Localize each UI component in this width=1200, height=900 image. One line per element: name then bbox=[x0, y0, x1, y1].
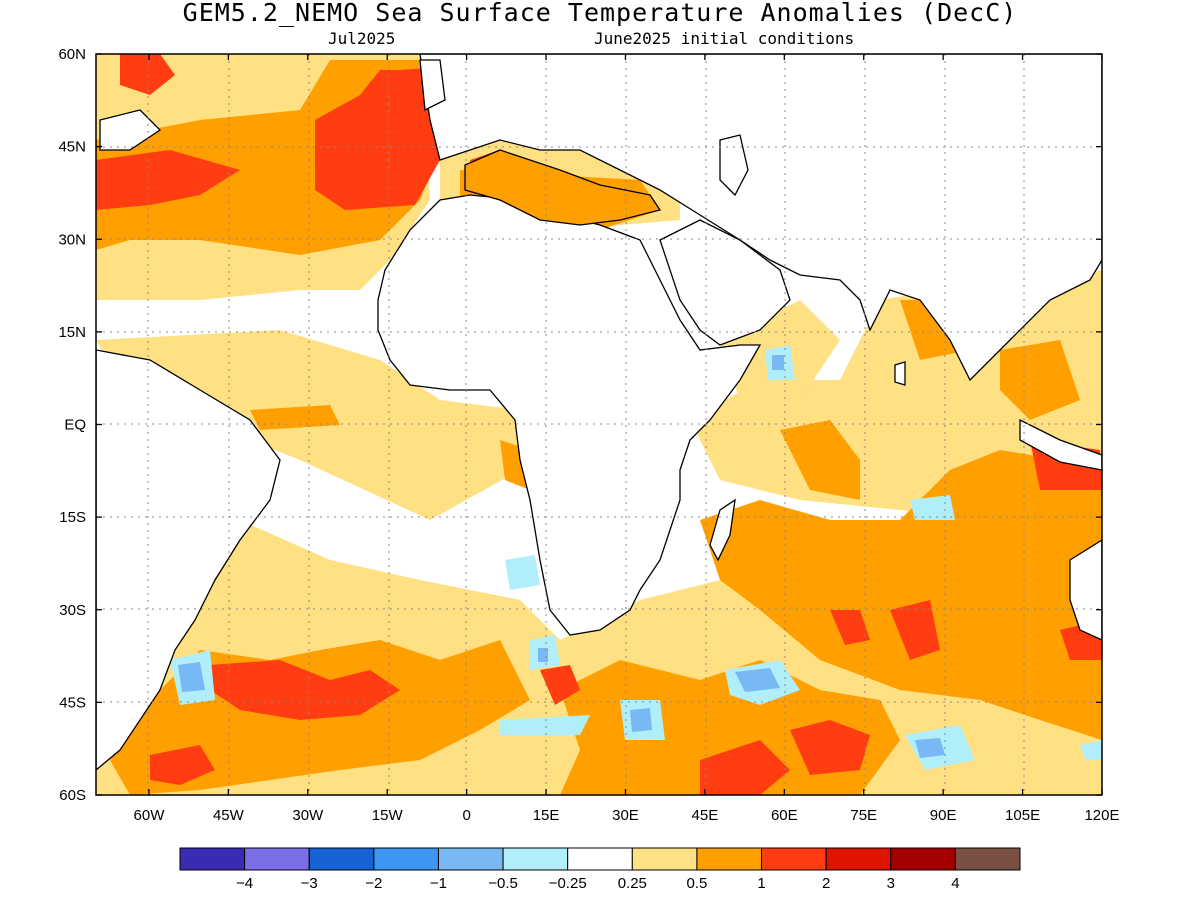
axis-ticks bbox=[96, 53, 1103, 796]
lat-label: 45S bbox=[59, 694, 86, 711]
arabia-coastline bbox=[659, 219, 791, 346]
lat-label: 45N bbox=[58, 139, 86, 156]
latitude-labels: 60N 45N 30N 15N EQ 15S 30S 45S 60S bbox=[58, 46, 86, 804]
lon-label: 15W bbox=[372, 807, 404, 824]
australia-coastline bbox=[1069, 539, 1102, 641]
chart-title: GEM5.2_NEMO Sea Surface Temperature Anom… bbox=[182, 0, 1018, 27]
colorbar-tick-label: 1 bbox=[757, 875, 765, 892]
colorbar-swatch bbox=[244, 847, 310, 871]
colorbar-tick-label: 4 bbox=[951, 875, 959, 892]
lat-label: 60S bbox=[59, 787, 86, 804]
longitude-labels: 60W 45W 30W 15W 0 15E 30E 45E 60E 75E 90E 105E 120E bbox=[134, 807, 1120, 824]
colorbar-tick-label: −1 bbox=[430, 875, 447, 892]
colorbar-swatch bbox=[631, 847, 698, 871]
colorbar-tick-label: 0.5 bbox=[686, 875, 707, 892]
lat-label: 15N bbox=[58, 324, 86, 341]
colorbar-tick-label: −0.5 bbox=[488, 875, 518, 892]
colorbar-tick-label: −3 bbox=[301, 875, 318, 892]
colorbar-swatch bbox=[437, 847, 504, 871]
lon-label: 90E bbox=[930, 807, 957, 824]
lon-label: 30W bbox=[292, 807, 324, 824]
indonesia-coastline bbox=[1019, 418, 1102, 471]
graticule bbox=[96, 54, 1102, 795]
coastlines bbox=[96, 54, 1102, 771]
colorbar-labels: −4 −3 −2 −1 −0.5 −0.25 0.25 0.5 1 2 3 4 bbox=[236, 875, 959, 892]
colorbar-tick-label: −4 bbox=[236, 875, 253, 892]
colorbar-swatch bbox=[825, 847, 892, 871]
lat-label: 60N bbox=[58, 46, 86, 63]
lon-label: 15E bbox=[533, 807, 560, 824]
colorbar-swatch bbox=[179, 847, 246, 871]
colorbar-tick-label: 2 bbox=[822, 875, 830, 892]
south-america-coastline bbox=[96, 349, 281, 771]
lon-label: 105E bbox=[1005, 807, 1040, 824]
sri-lanka-coastline bbox=[894, 361, 906, 386]
colorbar bbox=[179, 847, 1021, 871]
lon-label: 45W bbox=[213, 807, 245, 824]
anomaly-neg-0.5-1 bbox=[178, 355, 945, 758]
british-isles-coastline bbox=[419, 59, 446, 112]
lat-label: 30S bbox=[59, 602, 86, 619]
newfoundland-coastline bbox=[99, 109, 162, 151]
sst-anomaly-field bbox=[96, 54, 1102, 795]
colorbar-swatch bbox=[502, 847, 569, 871]
valid-month-label: Jul2025 bbox=[328, 29, 396, 48]
lon-label: 60W bbox=[134, 807, 166, 824]
lon-label: 0 bbox=[462, 807, 470, 824]
lat-label: EQ bbox=[64, 417, 86, 434]
colorbar-swatch bbox=[890, 847, 956, 871]
lon-label: 30E bbox=[612, 807, 639, 824]
lon-label: 60E bbox=[771, 807, 798, 824]
colorbar-swatch bbox=[696, 847, 763, 871]
colorbar-swatch bbox=[373, 847, 439, 871]
eurasia-coastline bbox=[419, 54, 1102, 382]
lon-label: 120E bbox=[1084, 807, 1119, 824]
colorbar-tick-label: −0.25 bbox=[549, 875, 587, 892]
madagascar-coastline bbox=[709, 498, 736, 562]
colorbar-tick-label: 3 bbox=[887, 875, 895, 892]
lat-label: 30N bbox=[58, 231, 86, 248]
lon-label: 75E bbox=[850, 807, 877, 824]
colorbar-swatch bbox=[761, 847, 827, 871]
colorbar-swatch bbox=[954, 847, 1021, 871]
lat-label: 15S bbox=[59, 509, 86, 526]
colorbar-tick-label: 0.25 bbox=[618, 875, 647, 892]
mediterranean-sea bbox=[464, 149, 662, 226]
init-conditions-label: June2025 initial conditions bbox=[594, 29, 855, 48]
colorbar-tick-label: −2 bbox=[365, 875, 382, 892]
colorbar-swatch bbox=[567, 847, 633, 871]
caspian-sea bbox=[719, 134, 749, 197]
lon-label: 45E bbox=[692, 807, 719, 824]
colorbar-swatch bbox=[308, 847, 375, 871]
